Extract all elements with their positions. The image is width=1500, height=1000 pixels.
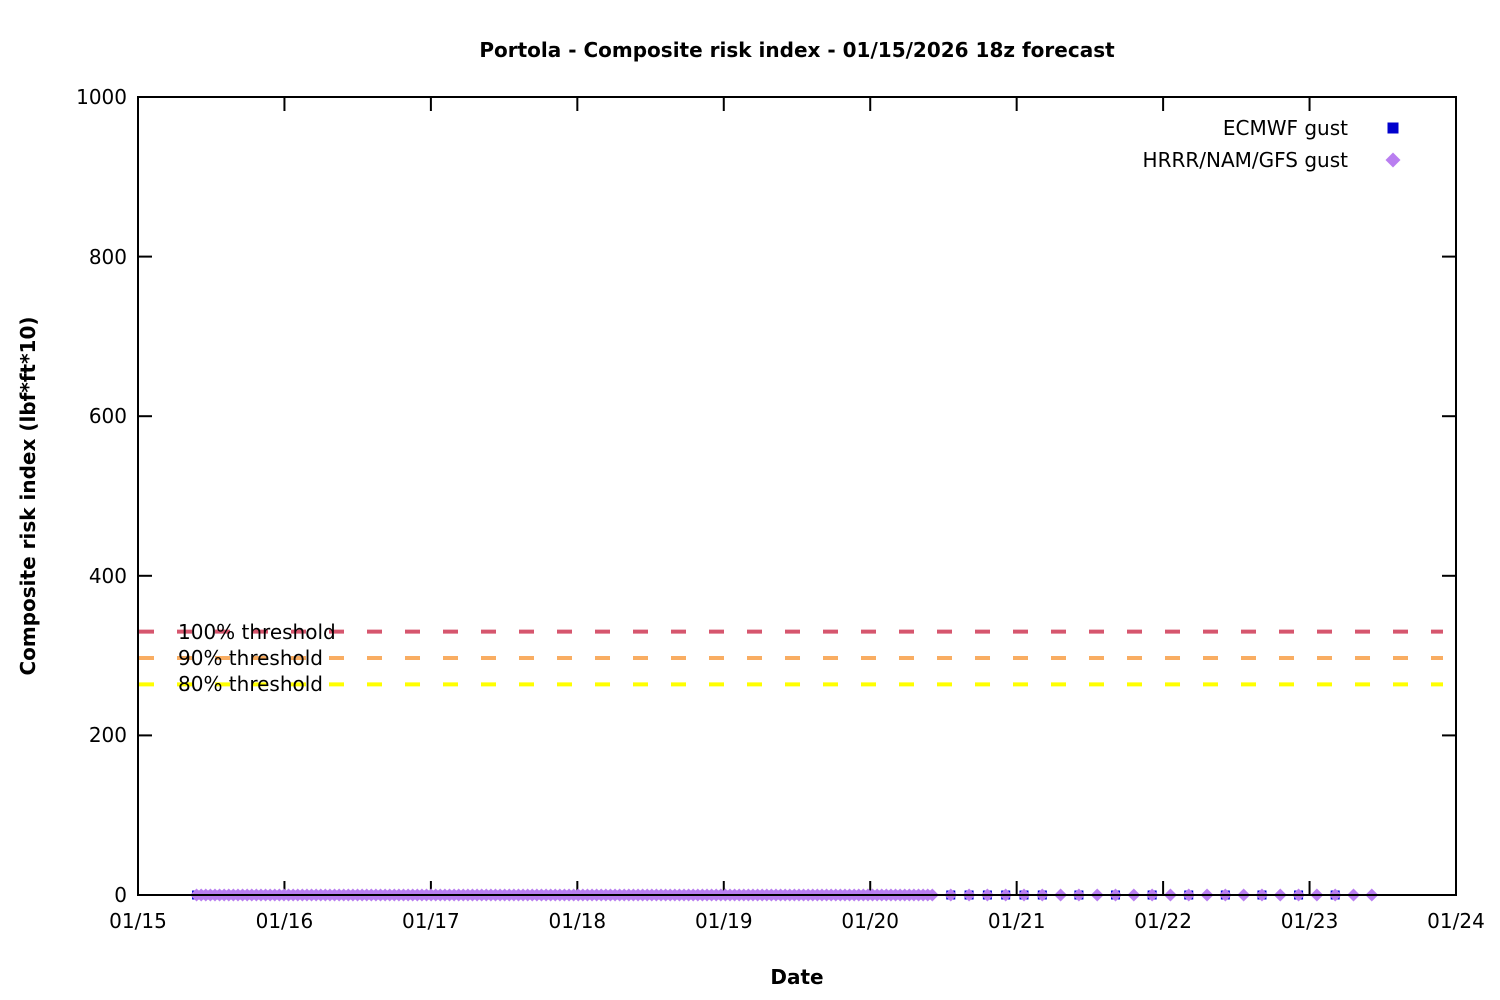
x-tick-label: 01/17 <box>402 909 460 933</box>
threshold-label: 90% threshold <box>178 645 323 670</box>
x-tick-label: 01/23 <box>1280 909 1339 933</box>
y-tick-label: 1000 <box>76 85 127 109</box>
plot-border <box>137 96 1457 896</box>
axis-ticks <box>137 96 1457 896</box>
y-tick-label: 600 <box>88 404 127 429</box>
threshold-label: 80% threshold <box>178 672 323 697</box>
x-tick-label: 01/18 <box>548 909 607 933</box>
y-tick-label: 800 <box>88 244 127 269</box>
y-tick-label: 200 <box>88 723 127 748</box>
legend-item-ecmwf-gust: ECMWF gust <box>1223 112 1406 144</box>
x-tick-label: 01/22 <box>1134 909 1192 933</box>
legend-label: ECMWF gust <box>1222 116 1348 140</box>
threshold-lines <box>139 629 1443 687</box>
x-tick-label: 01/21 <box>987 909 1046 933</box>
threshold-label: 100% threshold <box>178 619 336 644</box>
y-tick-label: 400 <box>88 563 127 588</box>
x-tick-label: 01/16 <box>255 909 314 933</box>
x-tick-label: 01/19 <box>694 909 753 933</box>
square-marker-icon <box>1380 115 1406 141</box>
legend-label: HRRR/NAM/GFS gust <box>1142 148 1348 172</box>
x-tick-label: 01/24 <box>1427 909 1485 933</box>
legend-item-hrrr-nam-gfs-gust: HRRR/NAM/GFS gust <box>1143 144 1406 176</box>
y-tick-label: 0 <box>114 883 127 907</box>
x-axis-title: Date <box>770 965 824 989</box>
x-tick-label: 01/15 <box>109 909 167 933</box>
chart-title: Portola - Composite risk index - 01/15/2… <box>479 38 1115 62</box>
diamond-marker-icon <box>1380 147 1406 173</box>
x-tick-label: 01/20 <box>841 909 900 933</box>
